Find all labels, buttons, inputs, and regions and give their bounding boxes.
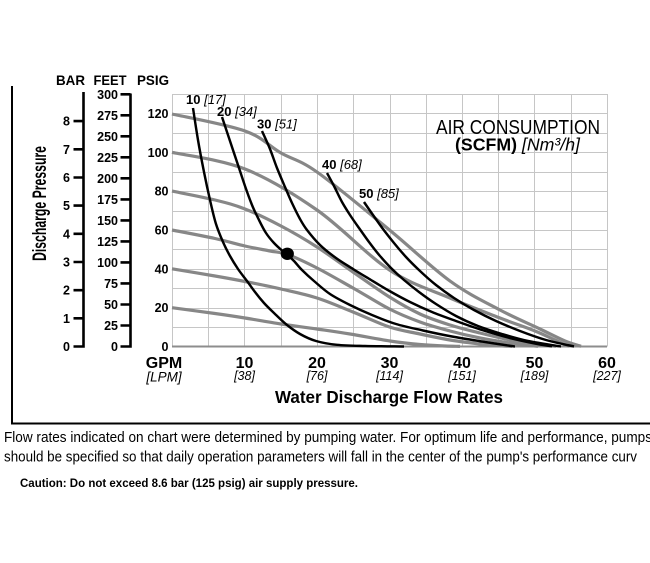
svg-text:4: 4	[63, 227, 70, 241]
svg-text:[38]: [38]	[233, 369, 255, 383]
svg-text:60: 60	[155, 223, 169, 237]
svg-text:10 [17]: 10 [17]	[186, 92, 226, 107]
svg-text:[LPM]: [LPM]	[145, 370, 183, 385]
svg-text:6: 6	[63, 171, 70, 185]
svg-text:0: 0	[162, 340, 169, 354]
svg-text:GPM: GPM	[146, 355, 182, 372]
svg-text:[76]: [76]	[306, 369, 328, 383]
svg-text:3: 3	[63, 255, 70, 269]
svg-text:Flow rates indicated on chart: Flow rates indicated on chart were deter…	[4, 429, 650, 446]
svg-text:[227]: [227]	[592, 369, 621, 383]
svg-text:5: 5	[63, 199, 70, 213]
svg-text:30: 30	[381, 355, 399, 372]
svg-text:100: 100	[97, 256, 118, 270]
svg-text:120: 120	[148, 107, 169, 121]
svg-text:2: 2	[63, 284, 70, 298]
svg-text:50: 50	[104, 298, 118, 312]
svg-text:75: 75	[104, 277, 118, 291]
svg-text:300: 300	[97, 88, 118, 102]
svg-text:200: 200	[97, 172, 118, 186]
svg-text:50 [85]: 50 [85]	[359, 186, 399, 201]
svg-text:100: 100	[148, 146, 169, 160]
svg-text:AIR CONSUMPTION: AIR CONSUMPTION	[436, 116, 600, 139]
svg-text:40 [68]: 40 [68]	[322, 157, 362, 172]
svg-text:should be specified so that da: should be specified so that daily operat…	[4, 449, 637, 466]
svg-text:40: 40	[155, 262, 169, 276]
svg-text:150: 150	[97, 214, 118, 228]
svg-text:10: 10	[236, 355, 254, 372]
svg-text:7: 7	[63, 143, 70, 157]
svg-text:[151]: [151]	[447, 369, 476, 383]
svg-text:Caution: Do not exceed 8.6 bar: Caution: Do not exceed 8.6 bar (125 psig…	[20, 478, 358, 490]
svg-text:20: 20	[308, 355, 326, 372]
svg-text:25: 25	[104, 319, 118, 333]
svg-text:225: 225	[97, 151, 118, 165]
svg-text:Water Discharge Flow Rates: Water Discharge Flow Rates	[275, 387, 503, 407]
svg-text:80: 80	[155, 185, 169, 199]
svg-text:250: 250	[97, 130, 118, 144]
svg-text:20: 20	[155, 301, 169, 315]
svg-text:BAR: BAR	[56, 72, 85, 88]
svg-text:FEET: FEET	[94, 72, 127, 88]
svg-text:20 [34]: 20 [34]	[217, 104, 257, 119]
svg-text:(SCFM) [Nm³/h]: (SCFM) [Nm³/h]	[455, 135, 581, 155]
svg-text:50: 50	[526, 355, 544, 372]
svg-text:0: 0	[63, 340, 70, 354]
svg-text:[114]: [114]	[375, 369, 403, 383]
svg-text:125: 125	[97, 235, 118, 249]
svg-text:40: 40	[453, 355, 471, 372]
svg-text:[189]: [189]	[520, 369, 549, 383]
svg-text:Discharge Pressure: Discharge Pressure	[30, 146, 51, 261]
svg-text:30 [51]: 30 [51]	[257, 117, 297, 132]
svg-text:275: 275	[97, 109, 118, 123]
svg-text:1: 1	[63, 312, 70, 326]
svg-text:PSIG: PSIG	[137, 72, 169, 88]
svg-text:60: 60	[598, 355, 616, 372]
svg-text:0: 0	[111, 340, 118, 354]
svg-text:175: 175	[97, 193, 118, 207]
svg-text:8: 8	[63, 115, 70, 129]
